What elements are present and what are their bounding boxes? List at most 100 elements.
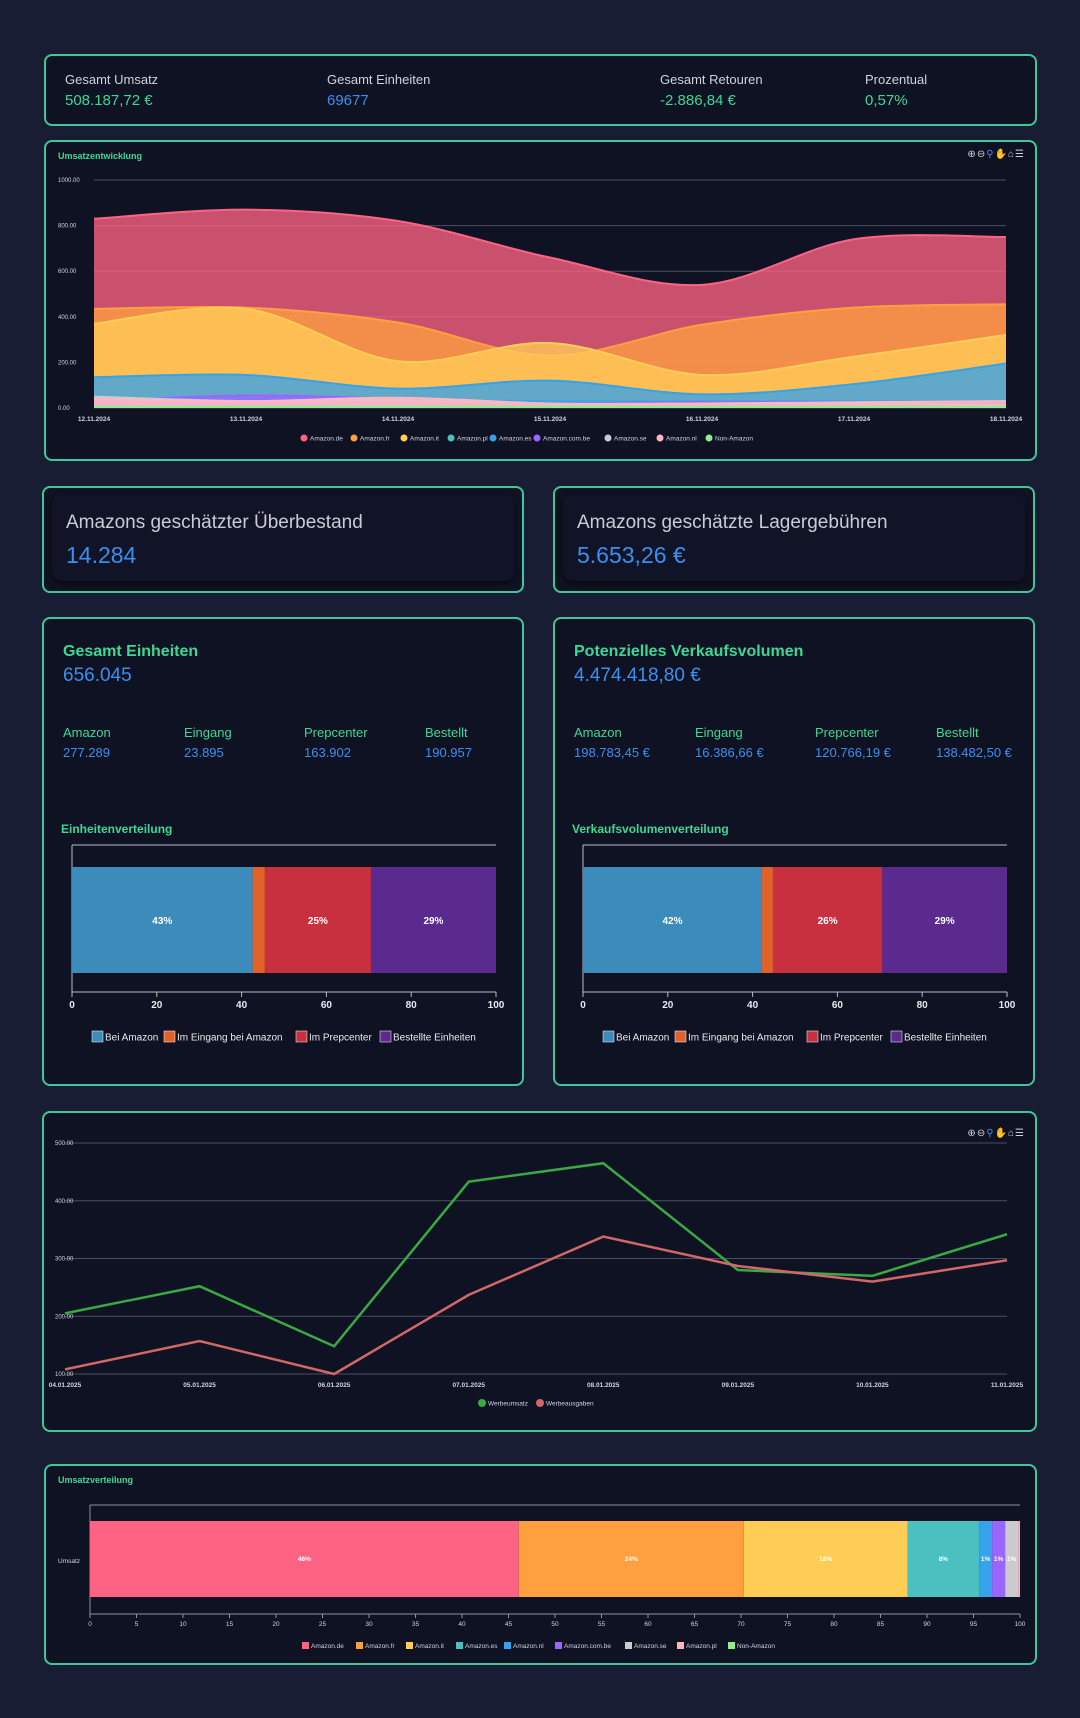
sub-value: 120.766,19 € [815,745,891,760]
volume-sub-ordered: Bestellt 138.482,50 € [936,725,1012,760]
sub-value: 277.289 [63,745,110,760]
y-tick-label: 400.00 [58,315,77,321]
x-tick-label: 65 [691,1621,699,1628]
sub-value: 198.783,45 € [574,745,650,760]
legend-label: Amazon.it [410,436,439,443]
x-tick-label: 20 [272,1621,280,1628]
legend-marker [400,434,408,442]
legend-marker [656,434,664,442]
bar-segment [264,867,371,973]
bar-segment-label: 1% [994,1556,1004,1563]
kpi-total-units: Gesamt Einheiten 69677 [327,72,430,109]
x-tick-label: 25 [319,1621,327,1628]
x-tick-label: 90 [923,1621,931,1628]
x-tick-label: 0 [69,1000,75,1011]
zoom-in-icon[interactable]: ⊕ [967,149,977,160]
sub-label: Amazon [574,725,622,740]
legend-label: Amazon.es [499,436,532,443]
x-tick-label: 60 [644,1621,652,1628]
kpi-total-revenue: Gesamt Umsatz 508.187,72 € [65,72,158,109]
y-tick-label: 200.00 [55,1314,74,1320]
legend-label: Amazon.es [465,1643,498,1650]
legend-label: Amazon.se [614,436,647,443]
y-tick-label: 200.00 [58,360,77,366]
x-tick-label: 40 [747,1000,759,1011]
units-title: Gesamt Einheiten [63,643,199,660]
x-tick-label: 5 [135,1621,139,1628]
legend-label: Amazon.fr [365,1643,395,1650]
legend-marker [379,1030,392,1043]
home-icon[interactable]: ⌂ [1007,1128,1016,1139]
x-tick-label: 16.11.2024 [686,416,719,423]
x-tick-label: 55 [598,1621,606,1628]
legend-label: Im Eingang bei Amazon [177,1033,283,1044]
legend-label: Bestellte Einheiten [904,1033,987,1044]
bar-segment [882,867,1007,973]
sub-label: Bestellt [425,725,468,740]
x-tick-label: 0 [580,1000,586,1011]
menu-icon[interactable]: ☰ [1015,1128,1025,1139]
kpi-title: Gesamt Umsatz [65,72,159,87]
x-tick-label: 15 [226,1621,234,1628]
units-sub-prepcenter: Prepcenter 163.902 [304,725,368,760]
bar-segment [772,867,883,973]
bar-segment [907,1521,980,1597]
y-tick-label: 0.00 [58,406,70,412]
sub-label: Eingang [695,725,743,740]
legend-marker [300,434,308,442]
sub-label: Prepcenter [815,725,879,740]
legend-marker [350,434,358,442]
sub-label: Amazon [63,725,111,740]
pan-hand-icon[interactable]: ✋ [994,149,1008,160]
magnifier-icon[interactable]: ⚲ [986,149,995,160]
legend-label: Amazon.com.be [543,436,590,443]
sub-label: Bestellt [936,725,979,740]
legend-marker [625,1642,632,1649]
legend-label: Bei Amazon [105,1033,158,1044]
x-tick-label: 80 [830,1621,838,1628]
kpi-value: 508.187,72 € [65,92,153,109]
legend-marker [356,1642,363,1649]
legend-marker [806,1030,819,1043]
home-icon[interactable]: ⌂ [1007,149,1016,160]
legend-marker [555,1642,562,1649]
x-tick-label: 95 [970,1621,978,1628]
x-tick-label: 75 [784,1621,792,1628]
legend-marker [604,434,612,442]
series-line [93,208,1007,287]
legend-marker [536,1399,544,1407]
bar-segment [583,867,762,973]
bar-segment-label: 26% [818,916,838,927]
x-tick-label: 70 [737,1621,745,1628]
overstock-value: 14.284 [66,542,137,568]
legend-marker [504,1642,511,1649]
legend-label: Amazon.de [311,1643,344,1650]
volume-card: Potenzielles Verkaufsvolumen 4.474.418,8… [553,617,1035,1086]
magnifier-icon[interactable]: ⚲ [986,1128,995,1139]
legend-label: Amazon.fr [360,436,390,443]
menu-icon[interactable]: ☰ [1015,149,1025,160]
bar-segment-label: 29% [935,916,955,927]
x-tick-label: 100 [999,1000,1016,1011]
x-tick-label: 80 [917,1000,929,1011]
bar-segment [979,1521,993,1597]
sub-value: 23.895 [184,745,224,760]
ads-line-chart: 100.00 200.00 300.00 400.00 500.00 04.01.2025… [49,1141,1024,1408]
pan-hand-icon[interactable]: ✋ [994,1128,1008,1139]
zoom-out-icon[interactable]: ⊖ [976,149,987,160]
zoom-in-icon[interactable]: ⊕ [967,1128,977,1139]
volume-title: Potenzielles Verkaufsvolumen [574,643,804,660]
x-tick-label: 17.11.2024 [838,416,871,423]
volume-sub-prepcenter: Prepcenter 120.766,19 € [815,725,891,760]
units-sub-inbound: Eingang 23.895 [184,725,232,760]
units-card: Gesamt Einheiten 656.045 Amazon 277.289 E… [42,617,524,1086]
revenue-share-card: Umsatzverteilung Umsatz 46% 24% 18% 8% 1% 1% 1%… [44,1464,1037,1665]
bar-segment-label: 18% [819,1556,832,1563]
bar-segment-label: 1% [1007,1556,1017,1563]
storage-fees-value: 5.653,26 € [577,542,686,568]
kpi-value: 69677 [327,92,369,109]
units-sub-ordered: Bestellt 190.957 [425,725,472,760]
overstock-card: Amazons geschätzter Überbestand 14.284 [42,486,524,593]
kpi-title: Gesamt Einheiten [327,72,431,87]
zoom-out-icon[interactable]: ⊖ [976,1128,987,1139]
